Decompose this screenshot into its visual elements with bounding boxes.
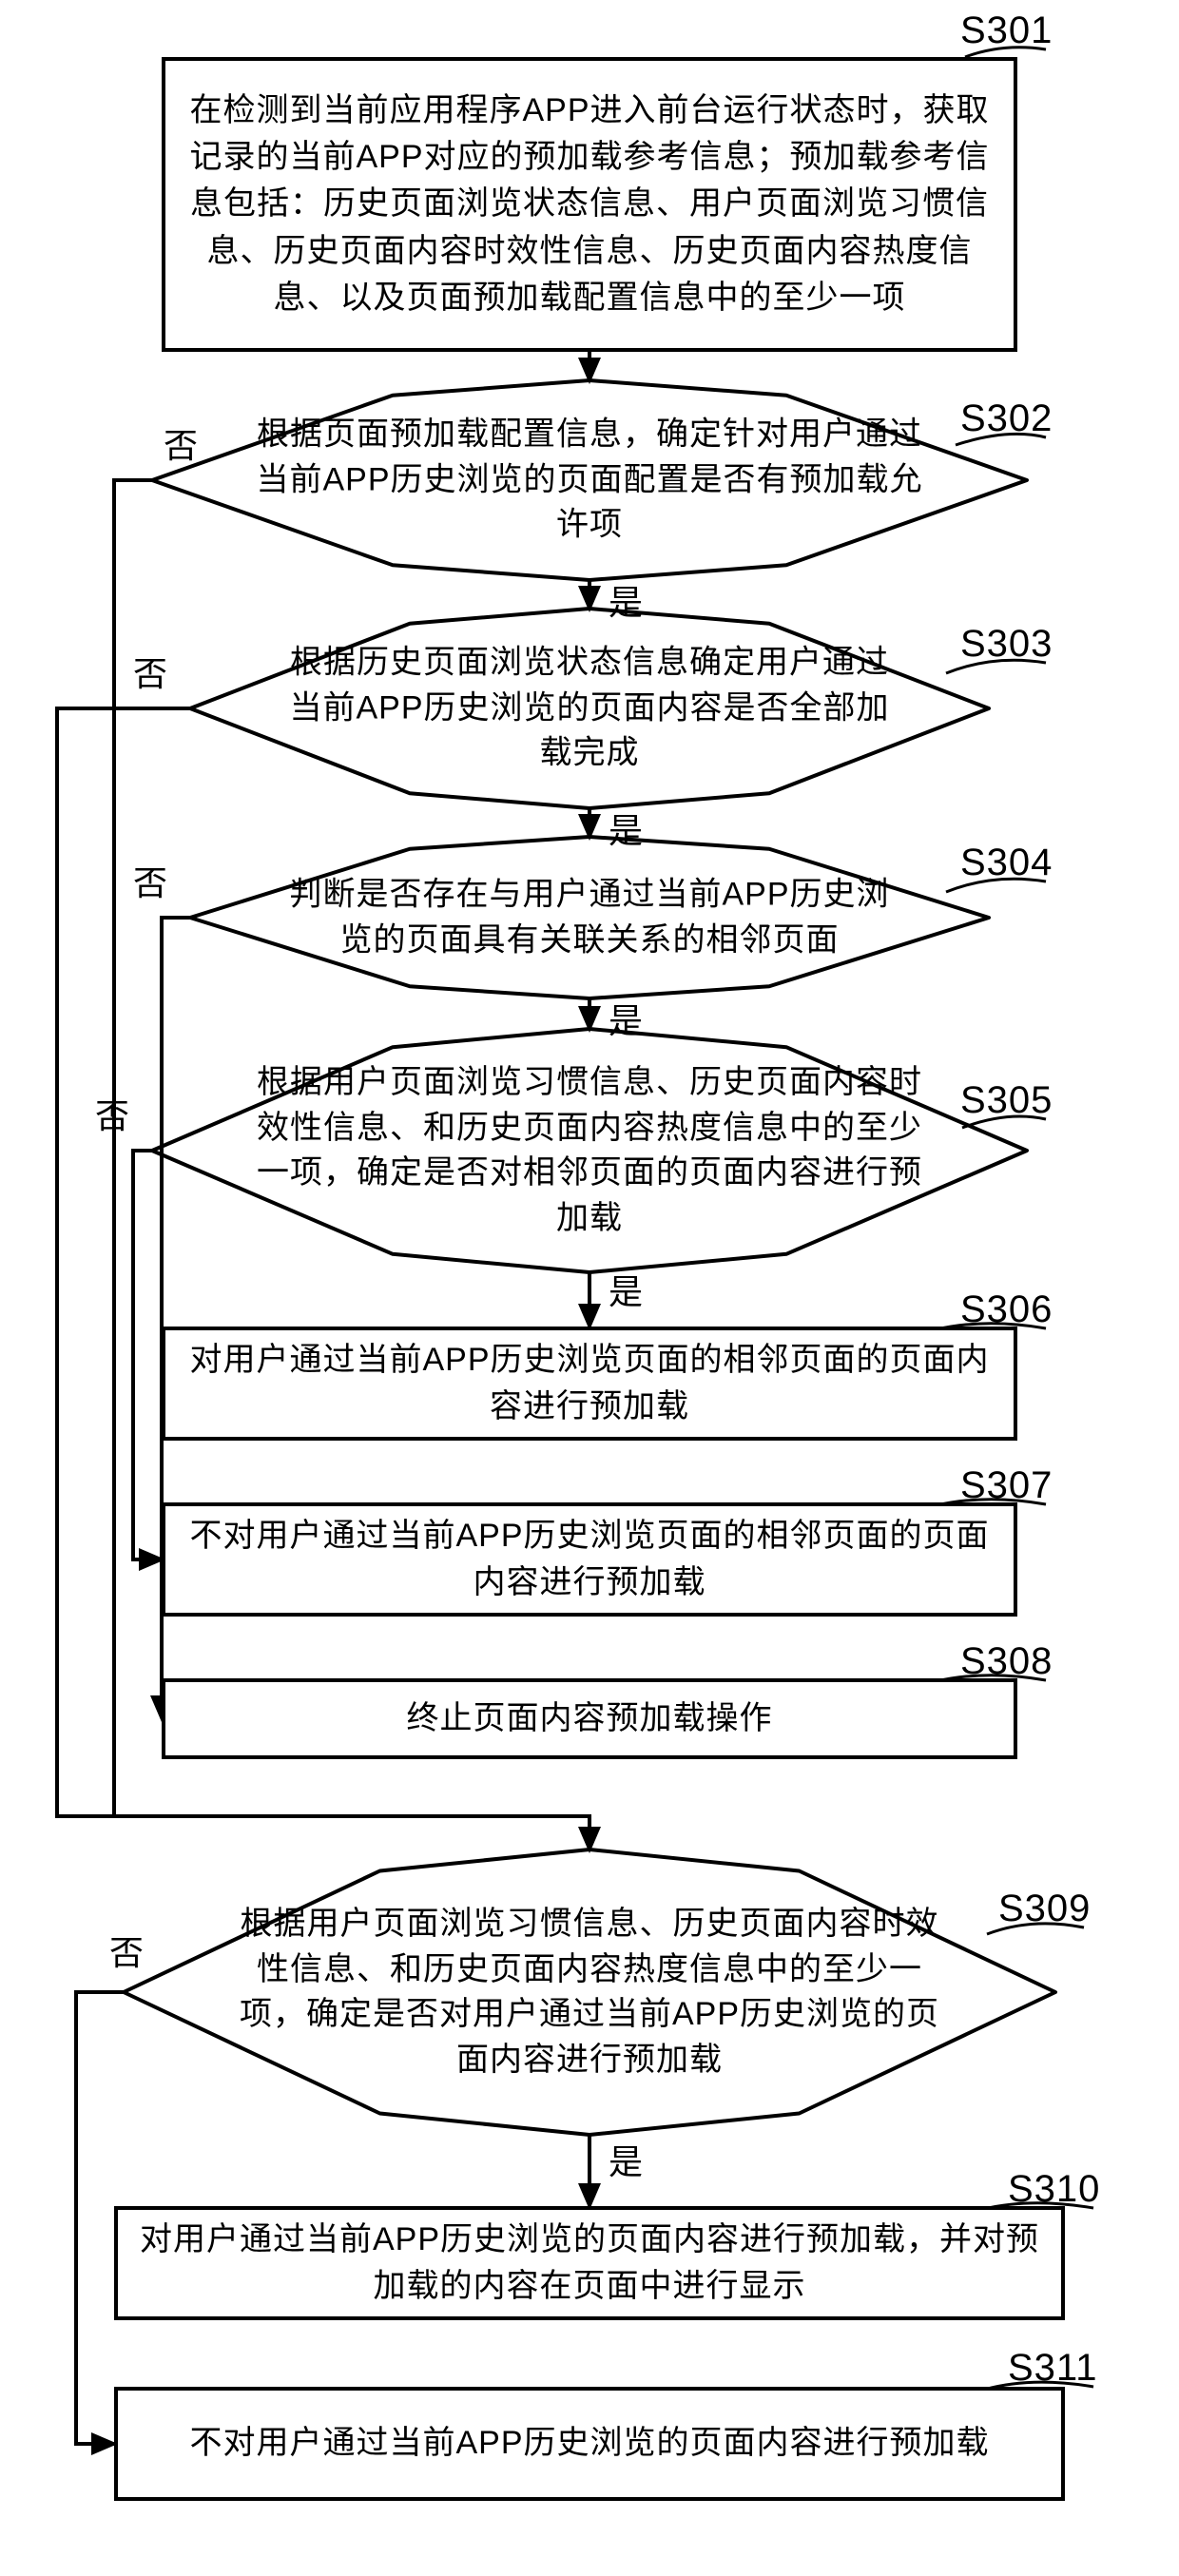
step-label-s307: S307 <box>960 1464 1053 1507</box>
edge-label-n309_yes: 是 <box>609 2135 643 2184</box>
flow-node-n302: 根据页面预加载配置信息，确定针对用户通过当前APP历史浏览的页面配置是否有预加载… <box>152 380 1027 580</box>
edge-label-n309_no: 否 <box>109 1926 144 1975</box>
step-label-s306: S306 <box>960 1288 1053 1331</box>
flow-node-n311: 不对用户通过当前APP历史浏览的页面内容进行预加载 <box>114 2387 1065 2501</box>
step-label-s304: S304 <box>960 842 1053 884</box>
edge-label-n303_yes: 是 <box>609 804 643 853</box>
step-label-s305: S305 <box>960 1079 1053 1122</box>
flow-node-text: 对用户通过当前APP历史浏览页面的相邻页面的页面内容进行预加载 <box>183 1337 996 1431</box>
flow-node-n309: 根据用户页面浏览习惯信息、历史页面内容时效性信息、和历史页面内容热度信息中的至少… <box>124 1850 1055 2135</box>
flow-node-n305: 根据用户页面浏览习惯信息、历史页面内容时效性信息、和历史页面内容热度信息中的至少… <box>152 1029 1027 1272</box>
flow-node-text: 对用户通过当前APP历史浏览的页面内容进行预加载，并对预加载的内容在页面中进行显… <box>135 2217 1044 2311</box>
flow-node-n301: 在检测到当前应用程序APP进入前台运行状态时，获取记录的当前APP对应的预加载参… <box>162 57 1017 352</box>
flow-node-n308: 终止页面内容预加载操作 <box>162 1678 1017 1759</box>
edge-label-n304_yes: 是 <box>609 994 643 1043</box>
edge-label-n304_no: 否 <box>133 856 167 905</box>
flow-node-text: 终止页面内容预加载操作 <box>407 1695 773 1742</box>
flow-node-text: 根据用户页面浏览习惯信息、历史页面内容时效性信息、和历史页面内容热度信息中的至少… <box>228 1902 951 2082</box>
flow-node-text: 不对用户通过当前APP历史浏览的页面内容进行预加载 <box>189 2420 989 2467</box>
flow-node-text: 根据历史页面浏览状态信息确定用户通过当前APP历史浏览的页面内容是否全部加载完成 <box>280 641 899 777</box>
edge-label-n303_no: 否 <box>133 647 167 696</box>
step-label-s308: S308 <box>960 1640 1053 1683</box>
step-label-s302: S302 <box>960 397 1053 440</box>
flow-node-text: 判断是否存在与用户通过当前APP历史浏览的页面具有关联关系的相邻页面 <box>280 872 899 962</box>
edge-label-n302_no: 否 <box>164 418 198 468</box>
flow-node-n307: 不对用户通过当前APP历史浏览页面的相邻页面的页面内容进行预加载 <box>162 1502 1017 1617</box>
step-label-s301: S301 <box>960 10 1053 52</box>
flow-node-n304: 判断是否存在与用户通过当前APP历史浏览的页面具有关联关系的相邻页面 <box>190 837 989 998</box>
edge-label-n305_yes: 是 <box>609 1265 643 1314</box>
step-label-s303: S303 <box>960 623 1053 666</box>
step-label-s309: S309 <box>998 1888 1091 1930</box>
step-label-s311: S311 <box>1008 2347 1097 2390</box>
flow-node-text: 根据用户页面浏览习惯信息、历史页面内容时效性信息、和历史页面内容热度信息中的至少… <box>251 1060 929 1241</box>
flow-node-n306: 对用户通过当前APP历史浏览页面的相邻页面的页面内容进行预加载 <box>162 1327 1017 1441</box>
edge-label-n302_yes: 是 <box>609 575 643 625</box>
step-label-s310: S310 <box>1008 2168 1100 2211</box>
flow-node-n303: 根据历史页面浏览状态信息确定用户通过当前APP历史浏览的页面内容是否全部加载完成 <box>190 609 989 808</box>
flow-node-text: 根据页面预加载配置信息，确定针对用户通过当前APP历史浏览的页面配置是否有预加载… <box>251 413 929 549</box>
flowchart-canvas: 在检测到当前应用程序APP进入前台运行状态时，获取记录的当前APP对应的预加载参… <box>0 0 1179 2576</box>
flow-node-text: 在检测到当前应用程序APP进入前台运行状态时，获取记录的当前APP对应的预加载参… <box>183 87 996 321</box>
flow-node-n310: 对用户通过当前APP历史浏览的页面内容进行预加载，并对预加载的内容在页面中进行显… <box>114 2206 1065 2320</box>
flow-node-text: 不对用户通过当前APP历史浏览页面的相邻页面的页面内容进行预加载 <box>183 1513 996 1607</box>
edge-label-n305_no: 否 <box>95 1089 129 1138</box>
